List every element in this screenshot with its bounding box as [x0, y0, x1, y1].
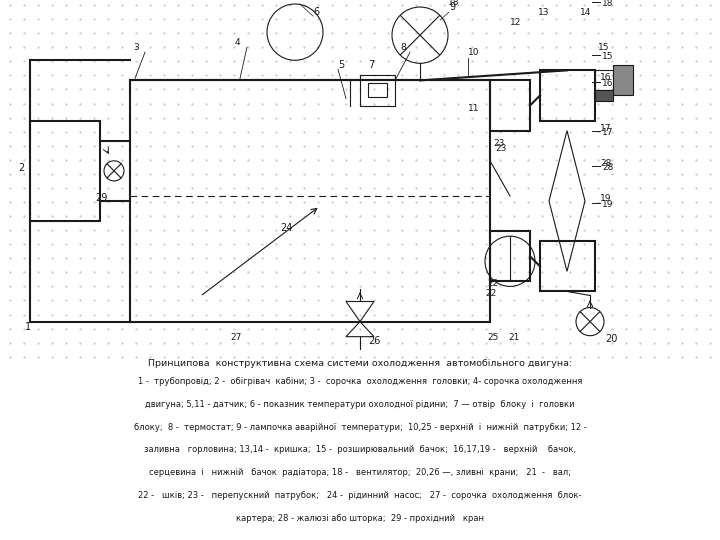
Text: 19: 19 [602, 200, 613, 209]
Text: 2: 2 [18, 163, 24, 173]
Text: блоку;  8 -  термостат; 9 - лампочка аварійної  температури;  10,25 - верхній  і: блоку; 8 - термостат; 9 - лампочка аварі… [134, 423, 586, 431]
Text: 16: 16 [602, 79, 613, 89]
Text: 22 -   шків; 23 -   перепускний  патрубок;   24 -  рідинний  насос;   27 -  соро: 22 - шків; 23 - перепускний патрубок; 24… [138, 491, 582, 500]
Text: 28: 28 [600, 159, 611, 168]
Text: 1 -  трубопровід; 2 -  обігрівач  кабіни; 3 -  сорочка  охолодження  головки; 4-: 1 - трубопровід; 2 - обігрівач кабіни; 3… [138, 377, 582, 386]
Text: 29: 29 [95, 193, 107, 203]
Text: двигуна; 5,11 - датчик; 6 - показник температури охолодної рідини;  7 — отвір  б: двигуна; 5,11 - датчик; 6 - показник тем… [145, 400, 575, 409]
Text: серцевина  і   нижній   бачок  радіатора; 18 -   вентилятор;  20,26 —, зливні  к: серцевина і нижній бачок радіатора; 18 -… [149, 468, 571, 477]
Text: Принципова  конструктивна схема системи охолодження  автомобільного двигуна:: Принципова конструктивна схема системи о… [148, 359, 572, 368]
Bar [540, 70, 595, 120]
Text: 27: 27 [230, 333, 241, 342]
Text: 26: 26 [368, 336, 380, 346]
Text: 18: 18 [602, 0, 613, 8]
Text: 12: 12 [510, 18, 521, 27]
Text: 3: 3 [133, 43, 139, 52]
Text: 15: 15 [602, 52, 613, 62]
Circle shape [576, 308, 604, 336]
Bar [30, 120, 100, 221]
Bar [490, 80, 530, 131]
Bar [368, 83, 387, 98]
Text: 1: 1 [25, 322, 31, 332]
Text: 17: 17 [600, 124, 611, 133]
Text: 28: 28 [602, 163, 613, 172]
Text: 23: 23 [493, 139, 505, 148]
Text: 23: 23 [495, 144, 506, 153]
Bar [130, 80, 490, 322]
Text: 10: 10 [468, 48, 480, 57]
Text: 11: 11 [468, 104, 480, 112]
Text: 20: 20 [605, 334, 617, 343]
Text: 17: 17 [602, 127, 613, 137]
Text: картера; 28 - жалюзі або шторка;  29 - прохідний   кран: картера; 28 - жалюзі або шторка; 29 - пр… [236, 514, 484, 523]
Text: 8: 8 [400, 43, 406, 52]
Bar [613, 65, 633, 96]
Bar [595, 70, 613, 91]
Text: 22: 22 [485, 289, 496, 299]
Bar [360, 76, 395, 105]
Text: 19: 19 [600, 194, 611, 203]
Text: заливна   горловина; 13,14 -  кришка;  15 -  розширювальний  бачок;  16,17,19 - : заливна горловина; 13,14 - кришка; 15 - … [144, 446, 576, 455]
Text: 13: 13 [538, 8, 549, 17]
Circle shape [104, 161, 124, 181]
Text: 6: 6 [313, 7, 319, 17]
Text: 22: 22 [487, 279, 498, 288]
Text: 9: 9 [449, 2, 455, 12]
Bar [490, 231, 530, 281]
Text: 24: 24 [280, 223, 292, 233]
Text: 18: 18 [448, 0, 459, 7]
Text: 25: 25 [487, 333, 498, 342]
Text: 15: 15 [598, 43, 610, 52]
Bar [595, 90, 613, 100]
Text: 14: 14 [580, 8, 591, 17]
Text: 5: 5 [338, 60, 344, 70]
Bar [540, 241, 595, 292]
Text: 7: 7 [368, 60, 374, 70]
Text: 16: 16 [600, 73, 611, 83]
Text: 4: 4 [235, 38, 240, 47]
Text: 21: 21 [508, 333, 519, 342]
